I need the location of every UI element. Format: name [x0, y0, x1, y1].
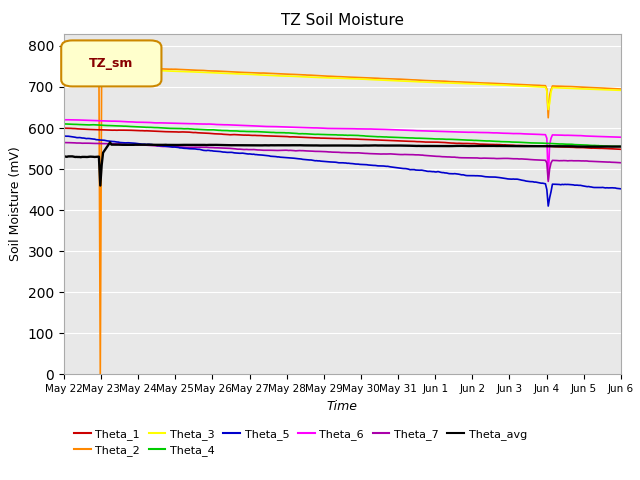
Theta_2 — [243, 70, 251, 75]
Theta_3 — [545, 107, 552, 112]
Theta_avg — [413, 143, 421, 149]
FancyBboxPatch shape — [61, 40, 161, 86]
Theta_1 — [60, 125, 68, 131]
Theta_1 — [241, 132, 249, 138]
Theta_2 — [282, 71, 290, 77]
Line: Theta_1: Theta_1 — [64, 128, 621, 149]
Theta_3 — [281, 73, 289, 79]
Theta_7 — [241, 146, 249, 152]
Theta_5 — [127, 140, 135, 146]
Theta_avg — [617, 144, 625, 149]
Theta_1 — [281, 133, 289, 139]
Theta_4 — [465, 137, 472, 143]
Theta_avg — [60, 154, 68, 159]
Theta_1 — [465, 141, 472, 146]
Theta_3 — [462, 81, 470, 86]
Theta_avg — [130, 142, 138, 148]
Theta_6 — [282, 124, 290, 130]
Theta_6 — [463, 130, 471, 135]
X-axis label: Time: Time — [327, 400, 358, 413]
Theta_3 — [617, 87, 625, 93]
Theta_2 — [60, 60, 68, 65]
Theta_6 — [545, 177, 552, 182]
Theta_5 — [281, 155, 289, 160]
Theta_avg — [106, 140, 114, 145]
Title: TZ Soil Moisture: TZ Soil Moisture — [281, 13, 404, 28]
Theta_4 — [60, 121, 68, 127]
Theta_6 — [60, 117, 68, 123]
Line: Theta_3: Theta_3 — [64, 66, 621, 109]
Theta_5 — [617, 186, 625, 192]
Line: Theta_4: Theta_4 — [64, 124, 621, 146]
Theta_5 — [241, 151, 249, 156]
Theta_4 — [127, 124, 135, 130]
Theta_avg — [465, 143, 472, 149]
Theta_3 — [127, 66, 135, 72]
Theta_7 — [281, 147, 289, 153]
Theta_3 — [60, 63, 68, 69]
Legend: Theta_1, Theta_2, Theta_3, Theta_4, Theta_5, Theta_6, Theta_7, Theta_avg: Theta_1, Theta_2, Theta_3, Theta_4, Thet… — [70, 424, 531, 460]
Text: TZ_sm: TZ_sm — [89, 57, 134, 70]
Theta_1 — [127, 127, 135, 133]
Theta_4 — [241, 129, 249, 134]
Theta_5 — [410, 167, 418, 172]
Line: Theta_5: Theta_5 — [64, 136, 621, 206]
Theta_4 — [617, 144, 625, 149]
Theta_1 — [617, 146, 625, 152]
Theta_3 — [410, 79, 418, 84]
Theta_2 — [617, 86, 625, 92]
Theta_5 — [545, 203, 552, 209]
Theta_2 — [97, 372, 104, 377]
Theta_6 — [412, 128, 419, 133]
Theta_7 — [617, 160, 625, 166]
Theta_4 — [462, 137, 470, 143]
Theta_6 — [243, 123, 251, 129]
Line: Theta_avg: Theta_avg — [64, 143, 621, 186]
Theta_2 — [467, 80, 474, 85]
Theta_7 — [127, 142, 135, 147]
Theta_6 — [61, 117, 69, 123]
Line: Theta_6: Theta_6 — [64, 120, 621, 180]
Y-axis label: Soil Moisture (mV): Soil Moisture (mV) — [10, 146, 22, 262]
Theta_4 — [281, 130, 289, 136]
Theta_5 — [465, 173, 472, 179]
Theta_1 — [410, 139, 418, 144]
Theta_avg — [97, 183, 104, 189]
Theta_5 — [462, 173, 470, 179]
Theta_3 — [465, 81, 472, 86]
Theta_7 — [462, 155, 470, 161]
Theta_6 — [129, 119, 136, 125]
Theta_2 — [463, 79, 471, 85]
Theta_1 — [462, 141, 470, 146]
Line: Theta_7: Theta_7 — [64, 143, 621, 181]
Theta_avg — [284, 143, 291, 148]
Theta_2 — [129, 65, 136, 71]
Line: Theta_2: Theta_2 — [64, 62, 621, 374]
Theta_6 — [467, 130, 474, 135]
Theta_7 — [410, 152, 418, 157]
Theta_4 — [410, 135, 418, 141]
Theta_7 — [60, 140, 68, 145]
Theta_6 — [617, 134, 625, 140]
Theta_7 — [465, 155, 472, 161]
Theta_3 — [241, 71, 249, 77]
Theta_7 — [545, 179, 552, 184]
Theta_2 — [412, 77, 419, 83]
Theta_5 — [60, 133, 68, 139]
Theta_avg — [244, 143, 252, 148]
Theta_avg — [468, 143, 476, 149]
